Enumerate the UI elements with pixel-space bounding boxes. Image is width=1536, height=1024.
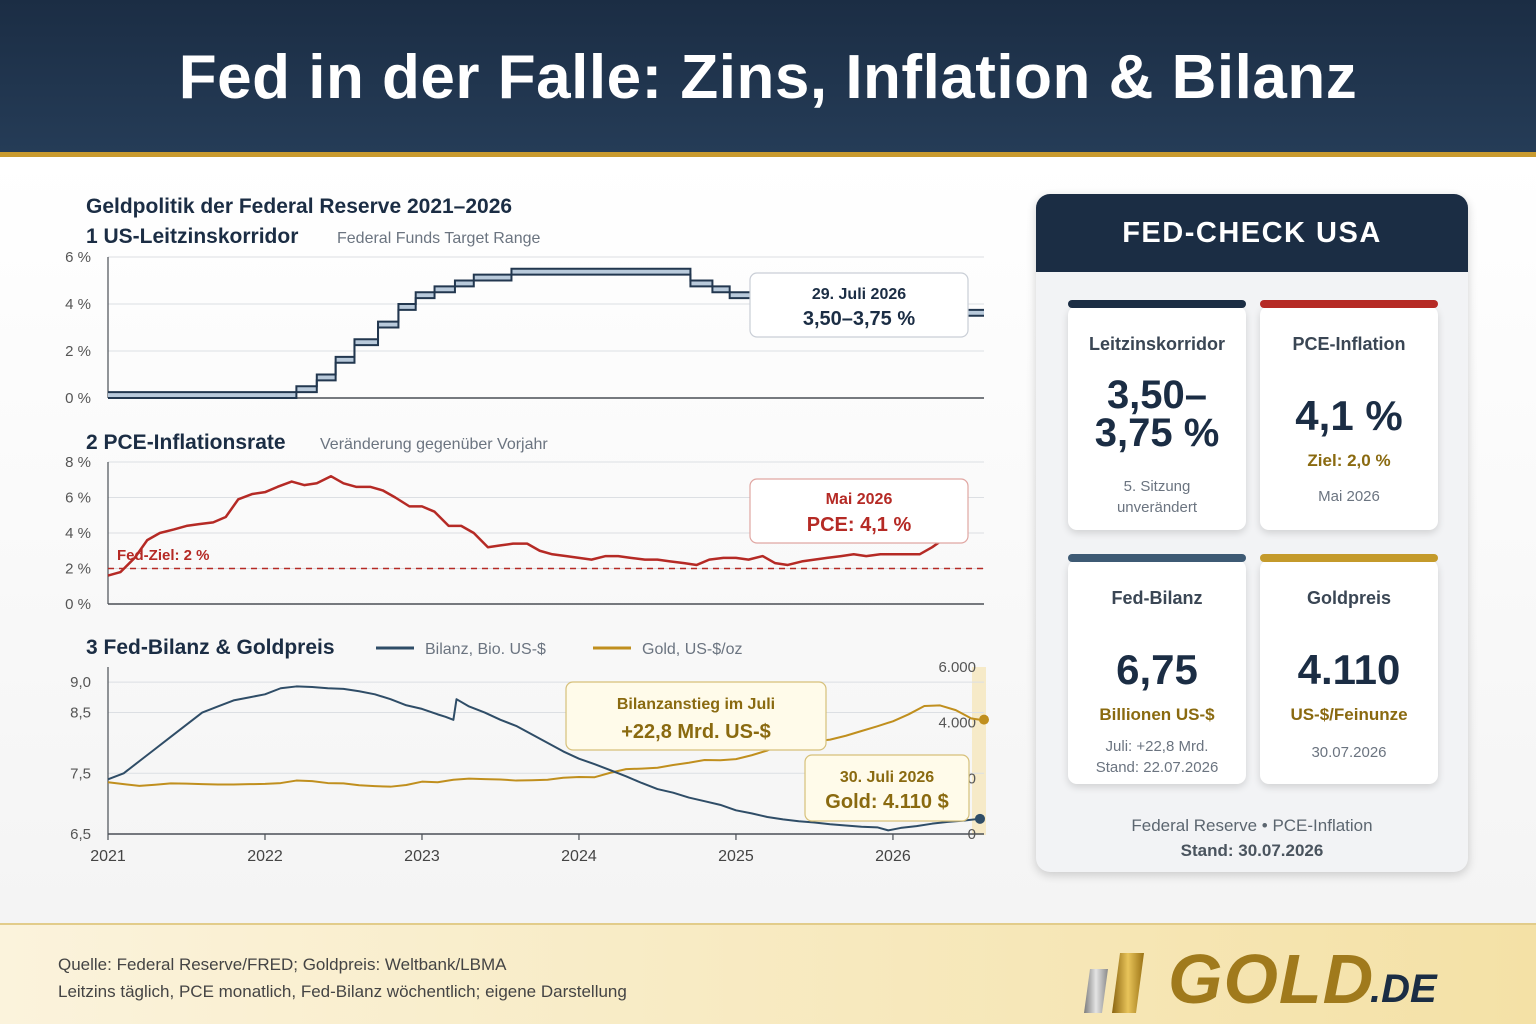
fed-check-panel: FED-CHECK USA Leitzinskorridor 3,50– 3,7… bbox=[1036, 194, 1468, 872]
x-tick-label: 2025 bbox=[718, 848, 754, 865]
card-bilanz-value: 6,75 bbox=[1116, 646, 1198, 693]
footer-source-line1: Quelle: Federal Reserve/FRED; Goldpreis:… bbox=[58, 955, 507, 974]
footer-source-line2: Leitzins täglich, PCE monatlich, Fed-Bil… bbox=[58, 982, 627, 1001]
header-bar: Fed in der Falle: Zins, Inflation & Bila… bbox=[0, 0, 1536, 152]
balance-chart-title: 3 Fed-Bilanz & Goldpreis bbox=[86, 636, 335, 659]
pce-callout-date: Mai 2026 bbox=[826, 491, 893, 508]
x-tick-label: 2026 bbox=[875, 848, 911, 865]
pce-callout-value: PCE: 4,1 % bbox=[807, 514, 912, 536]
page-title: Fed in der Falle: Zins, Inflation & Bila… bbox=[178, 43, 1358, 112]
card-bilanz-unit: Billionen US-$ bbox=[1099, 705, 1215, 724]
gold-callout: 30. Juli 2026 Gold: 4.110 $ bbox=[804, 754, 970, 822]
gold-line bbox=[107, 704, 980, 788]
pce-ytick-label: 2 % bbox=[65, 561, 91, 578]
pce-ytick-label: 8 % bbox=[65, 454, 91, 471]
logo-wordmark: GOLD bbox=[1168, 940, 1375, 1018]
rate-ytick-label: 2 % bbox=[65, 343, 91, 360]
gold-endpoint-dot bbox=[979, 714, 989, 725]
card-leitzins-note-line1: 5. Sitzung bbox=[1123, 478, 1191, 495]
card-pce-note: Mai 2026 bbox=[1318, 488, 1380, 505]
card-bilanz-note-line1: Juli: +22,8 Mrd. bbox=[1105, 738, 1209, 755]
card-gold: Goldpreis 4.110 US-$/Feinunze 30.07.2026 bbox=[1260, 554, 1438, 784]
card-leitzins-value: 3,50– 3,75 % bbox=[1068, 373, 1246, 455]
charts-area: Geldpolitik der Federal Reserve 2021–202… bbox=[65, 195, 989, 865]
rate-ytick-label: 0 % bbox=[65, 390, 91, 407]
gold-ytick-label: 0 bbox=[968, 826, 976, 843]
footer-bar: Quelle: Federal Reserve/FRED; Goldpreis:… bbox=[0, 923, 1536, 1024]
rate-callout-value: 3,50–3,75 % bbox=[803, 308, 916, 330]
rate-chart-title: 1 US-Leitzinskorridor bbox=[86, 225, 298, 248]
pce-ytick-label: 4 % bbox=[65, 525, 91, 542]
gold-callout-value: Gold: 4.110 $ bbox=[825, 791, 948, 813]
card-gold-label: Goldpreis bbox=[1306, 588, 1391, 608]
x-tick-label: 2022 bbox=[247, 848, 283, 865]
balance-chart-plot bbox=[107, 685, 989, 832]
gold-bars-icon bbox=[1084, 953, 1144, 1013]
card-bilanz-note-line2: Stand: 22.07.2026 bbox=[1095, 759, 1219, 776]
rate-callout: 29. Juli 2026 3,50–3,75 % bbox=[749, 272, 969, 338]
rate-chart-subtitle: Federal Funds Target Range bbox=[337, 230, 540, 247]
gold-ytick-label: 4.000 bbox=[938, 715, 976, 732]
card-bilanz: Fed-Bilanz 6,75 Billionen US-$ Juli: +22… bbox=[1068, 554, 1246, 784]
card-pce-target: Ziel: 2,0 % bbox=[1307, 451, 1391, 470]
charts-main-title: Geldpolitik der Federal Reserve 2021–202… bbox=[86, 195, 512, 218]
x-tick-label: 2023 bbox=[404, 848, 440, 865]
rate-ytick-label: 4 % bbox=[65, 296, 91, 313]
x-tick-label: 2021 bbox=[90, 848, 126, 865]
logo-domain: .DE bbox=[1370, 967, 1437, 1011]
pce-chart-plot bbox=[107, 474, 984, 577]
gold-ytick-label: 6.000 bbox=[938, 659, 976, 676]
card-gold-unit: US-$/Feinunze bbox=[1290, 705, 1408, 724]
card-bilanz-accent bbox=[1068, 554, 1246, 562]
card-pce-label: PCE-Inflation bbox=[1292, 334, 1406, 354]
card-leitzins-value-line1: 3,50– bbox=[1106, 373, 1208, 417]
card-pce: PCE-Inflation 4,1 % Ziel: 2,0 % Mai 2026 bbox=[1260, 300, 1438, 530]
card-leitzins-value-line2: 3,75 % bbox=[1094, 411, 1220, 455]
card-gold-accent bbox=[1260, 554, 1438, 562]
gold-axis-highlight bbox=[972, 667, 986, 835]
balance-ytick-label: 8,5 bbox=[70, 705, 91, 722]
card-bilanz-label: Fed-Bilanz bbox=[1111, 588, 1203, 608]
balance-ytick-label: 7,5 bbox=[70, 765, 91, 782]
pce-target-label: Fed-Ziel: 2 % bbox=[117, 547, 210, 564]
card-gold-note: 30.07.2026 bbox=[1311, 744, 1387, 761]
x-tick-label: 2024 bbox=[561, 848, 597, 865]
header-divider bbox=[0, 152, 1536, 157]
balance-ytick-label: 9,0 bbox=[70, 674, 91, 691]
pce-ytick-label: 0 % bbox=[65, 596, 91, 613]
card-leitzins-accent bbox=[1068, 300, 1246, 308]
card-leitzins-label: Leitzinskorridor bbox=[1088, 334, 1226, 354]
gold-callout-date: 30. Juli 2026 bbox=[840, 769, 934, 786]
rate-callout-date: 29. Juli 2026 bbox=[812, 286, 906, 303]
card-bilanz-note: Juli: +22,8 Mrd. Stand: 22.07.2026 bbox=[1068, 736, 1246, 778]
rate-ytick-label: 6 % bbox=[65, 249, 91, 266]
gold-de-logo[interactable]: GOLD .DE bbox=[1078, 939, 1458, 1019]
pce-chart-title: 2 PCE-Inflationsrate bbox=[86, 431, 286, 454]
pce-callout: Mai 2026 PCE: 4,1 % bbox=[749, 478, 969, 544]
card-leitzins-note-line2: unverändert bbox=[1116, 499, 1198, 516]
legend-balance-label: Bilanz, Bio. US-$ bbox=[425, 641, 546, 658]
balance-ytick-label: 6,5 bbox=[70, 826, 91, 843]
card-pce-value: 4,1 % bbox=[1295, 392, 1403, 439]
balance-line bbox=[107, 685, 980, 832]
legend-gold-label: Gold, US-$/oz bbox=[642, 641, 742, 658]
balance-callout-value: +22,8 Mrd. US-$ bbox=[621, 721, 771, 743]
balance-endpoint-dot bbox=[975, 813, 985, 824]
card-leitzins: Leitzinskorridor 3,50– 3,75 % 5. Sitzung… bbox=[1068, 300, 1246, 530]
pce-line bbox=[107, 474, 960, 577]
pce-ytick-label: 6 % bbox=[65, 490, 91, 507]
card-gold-value: 4.110 bbox=[1297, 646, 1401, 693]
panel-title: FED-CHECK USA bbox=[1036, 194, 1468, 272]
pce-chart-subtitle: Veränderung gegenüber Vorjahr bbox=[320, 436, 548, 453]
balance-callout-title: Bilanzanstieg im Juli bbox=[617, 696, 775, 713]
card-pce-accent bbox=[1260, 300, 1438, 308]
panel-footer-source: Federal Reserve • PCE-Inflation bbox=[1131, 816, 1373, 835]
card-leitzins-note: 5. Sitzung unverändert bbox=[1068, 476, 1246, 518]
panel-footer-date: Stand: 30.07.2026 bbox=[1180, 841, 1324, 860]
balance-callout: Bilanzanstieg im Juli +22,8 Mrd. US-$ bbox=[565, 681, 827, 751]
